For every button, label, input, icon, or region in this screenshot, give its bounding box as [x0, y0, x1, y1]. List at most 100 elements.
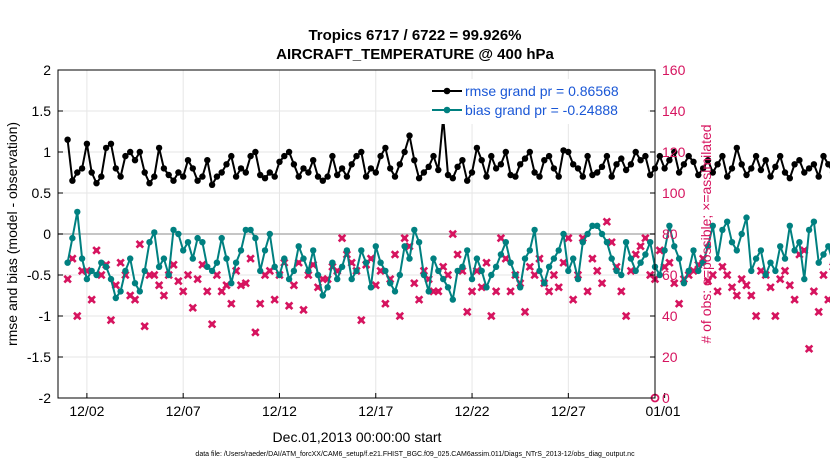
- legend-box: [430, 79, 648, 124]
- rmse-point: [396, 161, 403, 168]
- x-tick-label: 12/02: [69, 403, 104, 419]
- obs-marker-core: [546, 289, 552, 294]
- bias-point: [805, 226, 813, 234]
- rmse-point: [555, 173, 562, 180]
- obs-marker-core: [219, 289, 225, 294]
- bias-point: [565, 267, 572, 275]
- rmse-point: [252, 148, 259, 156]
- bias-point: [127, 255, 134, 262]
- bias-point: [796, 239, 803, 246]
- rmse-point: [411, 157, 418, 164]
- obs-marker-core: [349, 260, 355, 266]
- rmse-point: [642, 152, 649, 160]
- bias-point: [512, 271, 519, 279]
- rmse-point: [372, 169, 379, 176]
- obs-marker: [299, 305, 308, 315]
- rmse-point: [724, 173, 731, 180]
- rmse-point: [618, 155, 625, 162]
- bias-point: [170, 226, 177, 234]
- bias-point: [550, 255, 558, 262]
- x-tick-label: 12/17: [358, 403, 393, 419]
- bias-point: [820, 251, 827, 258]
- obs-marker: [766, 283, 775, 292]
- y-left-tick-label: 1.5: [32, 103, 52, 119]
- rmse-point: [454, 163, 461, 170]
- rmse-point: [276, 158, 283, 165]
- obs-marker-core: [744, 282, 749, 288]
- bias-point: [613, 267, 620, 275]
- rmse-point: [425, 163, 432, 170]
- obs-marker-core: [450, 231, 456, 237]
- obs-marker-core: [267, 268, 273, 274]
- obs-marker-core: [368, 256, 374, 261]
- obs-marker: [270, 295, 279, 304]
- bias-point: [810, 218, 818, 225]
- y-right-tick-label: 20: [662, 349, 678, 365]
- obs-marker: [92, 246, 101, 255]
- obs-marker-core: [532, 272, 538, 278]
- obs-marker: [487, 311, 496, 321]
- rmse-point: [107, 140, 115, 147]
- bias-point: [98, 259, 105, 266]
- bias-point: [690, 247, 697, 254]
- y-left-tick-label: 2: [43, 62, 51, 78]
- bias-point: [772, 267, 779, 275]
- obs-marker: [130, 295, 140, 304]
- obs-marker-core: [556, 284, 562, 290]
- bias-point: [666, 222, 673, 229]
- rmse-point: [184, 157, 192, 164]
- obs-marker-core: [493, 289, 499, 294]
- bias-point: [204, 263, 211, 270]
- bias-point: [675, 255, 683, 262]
- x-tick-label: 01/01: [645, 403, 680, 419]
- obs-marker-core: [590, 256, 595, 261]
- bias-point: [131, 280, 139, 287]
- rmse-point: [435, 166, 442, 174]
- bias-point: [324, 284, 331, 291]
- rmse-point: [632, 148, 639, 156]
- rmse-point: [199, 173, 206, 180]
- rmse-point: [752, 152, 760, 160]
- obs-marker: [106, 315, 116, 325]
- obs-marker-core: [623, 313, 629, 319]
- obs-marker: [178, 287, 188, 296]
- obs-marker-core: [224, 282, 229, 288]
- obs-marker: [265, 266, 275, 276]
- rmse-point: [406, 132, 413, 139]
- obs-marker-core: [151, 272, 157, 278]
- obs-marker-core: [565, 235, 571, 241]
- rmse-point: [622, 166, 630, 174]
- bias-point: [733, 247, 740, 254]
- bias-point: [584, 230, 591, 238]
- obs-marker-core: [816, 309, 822, 315]
- rmse-point: [574, 165, 582, 172]
- y-right-axis-ticks: 160 140 120 100 80 60 40 20 0: [650, 62, 686, 406]
- rmse-point: [204, 157, 211, 164]
- rmse-point: [271, 173, 278, 180]
- obs-marker-core: [397, 313, 403, 319]
- obs-marker-core: [402, 235, 408, 241]
- obs-marker: [241, 278, 250, 288]
- obs-marker: [376, 266, 385, 276]
- obs-marker-core: [551, 272, 557, 278]
- obs-marker-core: [272, 297, 278, 302]
- bias-point: [334, 275, 341, 283]
- obs-marker-core: [382, 301, 388, 307]
- bias-point: [680, 280, 688, 287]
- obs-marker-core: [190, 305, 196, 311]
- x-axis-ticks: 12/02 12/07 12/12 12/17 12/22 12/27 01/01: [69, 393, 681, 419]
- obs-marker-core: [435, 289, 441, 294]
- obs-marker-core: [667, 260, 672, 266]
- rmse-point: [805, 165, 813, 172]
- obs-marker-core: [806, 346, 812, 352]
- obs-marker-core: [570, 297, 576, 302]
- obs-marker: [722, 270, 732, 280]
- obs-marker: [520, 307, 530, 317]
- obs-marker-core: [171, 262, 176, 268]
- obs-marker-core: [618, 289, 624, 294]
- obs-marker: [255, 299, 265, 308]
- obs-marker-core: [147, 272, 152, 278]
- rmse-point: [334, 171, 341, 179]
- rmse-point: [160, 165, 168, 172]
- obs-marker-core: [286, 303, 292, 309]
